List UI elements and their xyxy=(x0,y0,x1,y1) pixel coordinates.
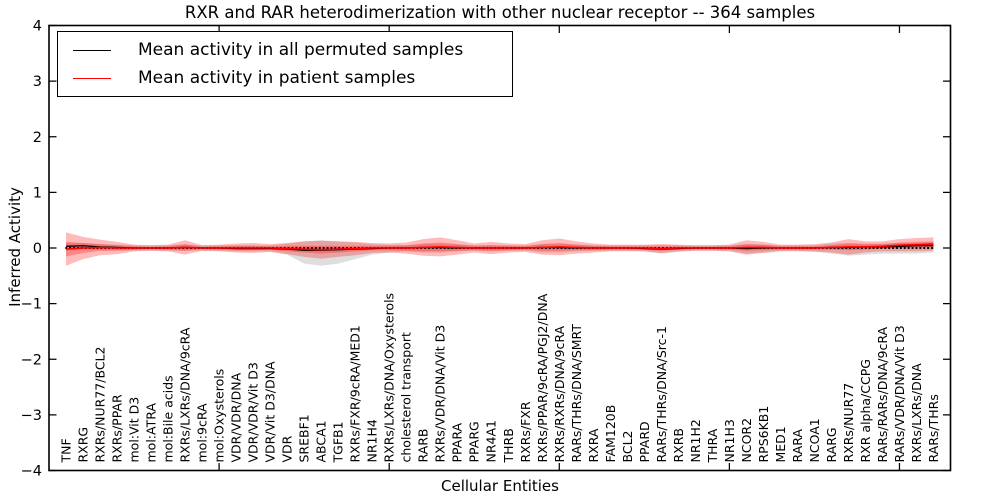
x-tick-label: RXRs/PPAR/9cRA/PGJ2/DNA xyxy=(535,293,550,462)
x-tick-label: NR1H2 xyxy=(688,419,703,462)
chart-title: RXR and RAR heterodimerization with othe… xyxy=(184,3,816,22)
x-tick-label: RARs/THRs xyxy=(926,394,941,462)
x-tick-label: NR1H3 xyxy=(722,419,737,462)
x-tick-label: RARG xyxy=(824,427,839,462)
x-tick-label: RARA xyxy=(790,429,805,463)
x-tick-label: VDR xyxy=(280,435,295,462)
x-tick-label: RPS6KB1 xyxy=(756,406,771,463)
x-tick-label: RARs/RARs/DNA/9cRA xyxy=(875,326,890,462)
x-tick-label: THRB xyxy=(501,428,516,463)
y-tick-label: 1 xyxy=(33,185,42,201)
x-tick-label: cholesterol transport xyxy=(399,332,414,463)
x-tick-label: RXRA xyxy=(586,428,601,462)
legend-entry-patient: Mean activity in patient samples xyxy=(73,68,512,88)
x-axis-label: Cellular Entities xyxy=(441,477,559,495)
x-tick-label: mol:9cRA xyxy=(195,403,210,463)
band-permuted-samples-range xyxy=(66,240,934,266)
x-tick-label: RARs/THRs/DNA/Src-1 xyxy=(654,326,669,462)
x-tick-label: ABCA1 xyxy=(314,420,329,462)
x-tick-label: VDR/VDR/DNA xyxy=(229,372,244,462)
legend-label-patient: Mean activity in patient samples xyxy=(138,68,416,88)
x-tick-label: RARs/VDR/DNA/Vit D3 xyxy=(892,325,907,462)
x-tick-label: RARB xyxy=(416,429,431,463)
x-tick-label: RXRs/LXRs/DNA xyxy=(909,363,924,463)
x-tick-label: RXR alpha/CCPG xyxy=(858,359,873,462)
x-tick-label: TGFB1 xyxy=(331,421,346,463)
y-tick-label: −1 xyxy=(21,297,42,313)
x-tick-label: MED1 xyxy=(773,426,788,462)
x-tick-label: TNF xyxy=(59,438,74,463)
y-tick-label: 3 xyxy=(33,74,42,90)
x-tick-label: RXRs/PPAR xyxy=(110,394,125,462)
x-tick-label: mol:ATRA xyxy=(144,403,159,463)
legend-line-permuted-icon xyxy=(73,49,111,51)
x-tick-label: RXRB xyxy=(671,428,686,463)
legend-entry-permuted: Mean activity in all permuted samples xyxy=(73,40,512,60)
y-tick-label: 2 xyxy=(33,130,42,146)
x-tick-label: PPARA xyxy=(450,422,465,462)
x-tick-label: RXRs/NUR77 xyxy=(841,383,856,463)
x-tick-label: NR1H4 xyxy=(365,419,380,462)
x-tick-label: VDR/Vit D3/DNA xyxy=(263,361,278,462)
y-tick-label: −2 xyxy=(21,352,42,368)
legend-label-permuted: Mean activity in all permuted samples xyxy=(138,40,464,60)
x-tick-label: RXRs/FXR xyxy=(518,401,533,462)
x-tick-label: RARs/THRs/DNA/SMRT xyxy=(569,324,584,463)
x-tick-label: PPARD xyxy=(637,421,652,462)
x-tick-label: mol:Vit D3 xyxy=(127,397,142,463)
x-tick-label: THRA xyxy=(705,428,720,463)
x-tick-label: RXRs/RXRs/DNA/9cRA xyxy=(552,325,567,462)
x-tick-label: mol:Bile acids xyxy=(161,375,176,462)
x-tick-label: RXRs/LXRs/DNA/9cRA xyxy=(178,327,193,462)
x-tick-label: RXRG xyxy=(76,427,91,463)
x-tick-label: VDR/VDR/Vit D3 xyxy=(246,362,261,462)
band-patient-samples-outer-range xyxy=(66,232,934,266)
x-tick-label: SREBF1 xyxy=(297,414,312,462)
y-tick-label: 4 xyxy=(33,19,42,35)
x-tick-label: RXRs/LXRs/DNA/Oxysterols xyxy=(382,293,397,463)
x-tick-label: NCOR2 xyxy=(739,418,754,463)
y-tick-label: −4 xyxy=(21,464,42,480)
y-tick-label: 0 xyxy=(33,241,42,257)
x-tick-label: RXRs/VDR/DNA/Vit D3 xyxy=(433,325,448,463)
y-tick-label: −3 xyxy=(21,408,42,424)
x-tick-label: mol:Oxysterols xyxy=(212,369,227,463)
legend-line-patient-icon xyxy=(73,77,111,79)
x-tick-label: FAM120B xyxy=(603,405,618,463)
x-tick-label: NCOA1 xyxy=(807,418,822,462)
x-tick-label: NR4A1 xyxy=(484,420,499,463)
legend: Mean activity in all permuted samples Me… xyxy=(57,31,513,97)
x-tick-label: RXRs/FXR/9cRA/MED1 xyxy=(348,325,363,462)
x-tick-label: PPARG xyxy=(467,421,482,462)
x-tick-label: RXRs/NUR77/BCL2 xyxy=(93,347,108,463)
x-tick-label: BCL2 xyxy=(620,430,635,462)
series-line-patient xyxy=(65,243,934,251)
